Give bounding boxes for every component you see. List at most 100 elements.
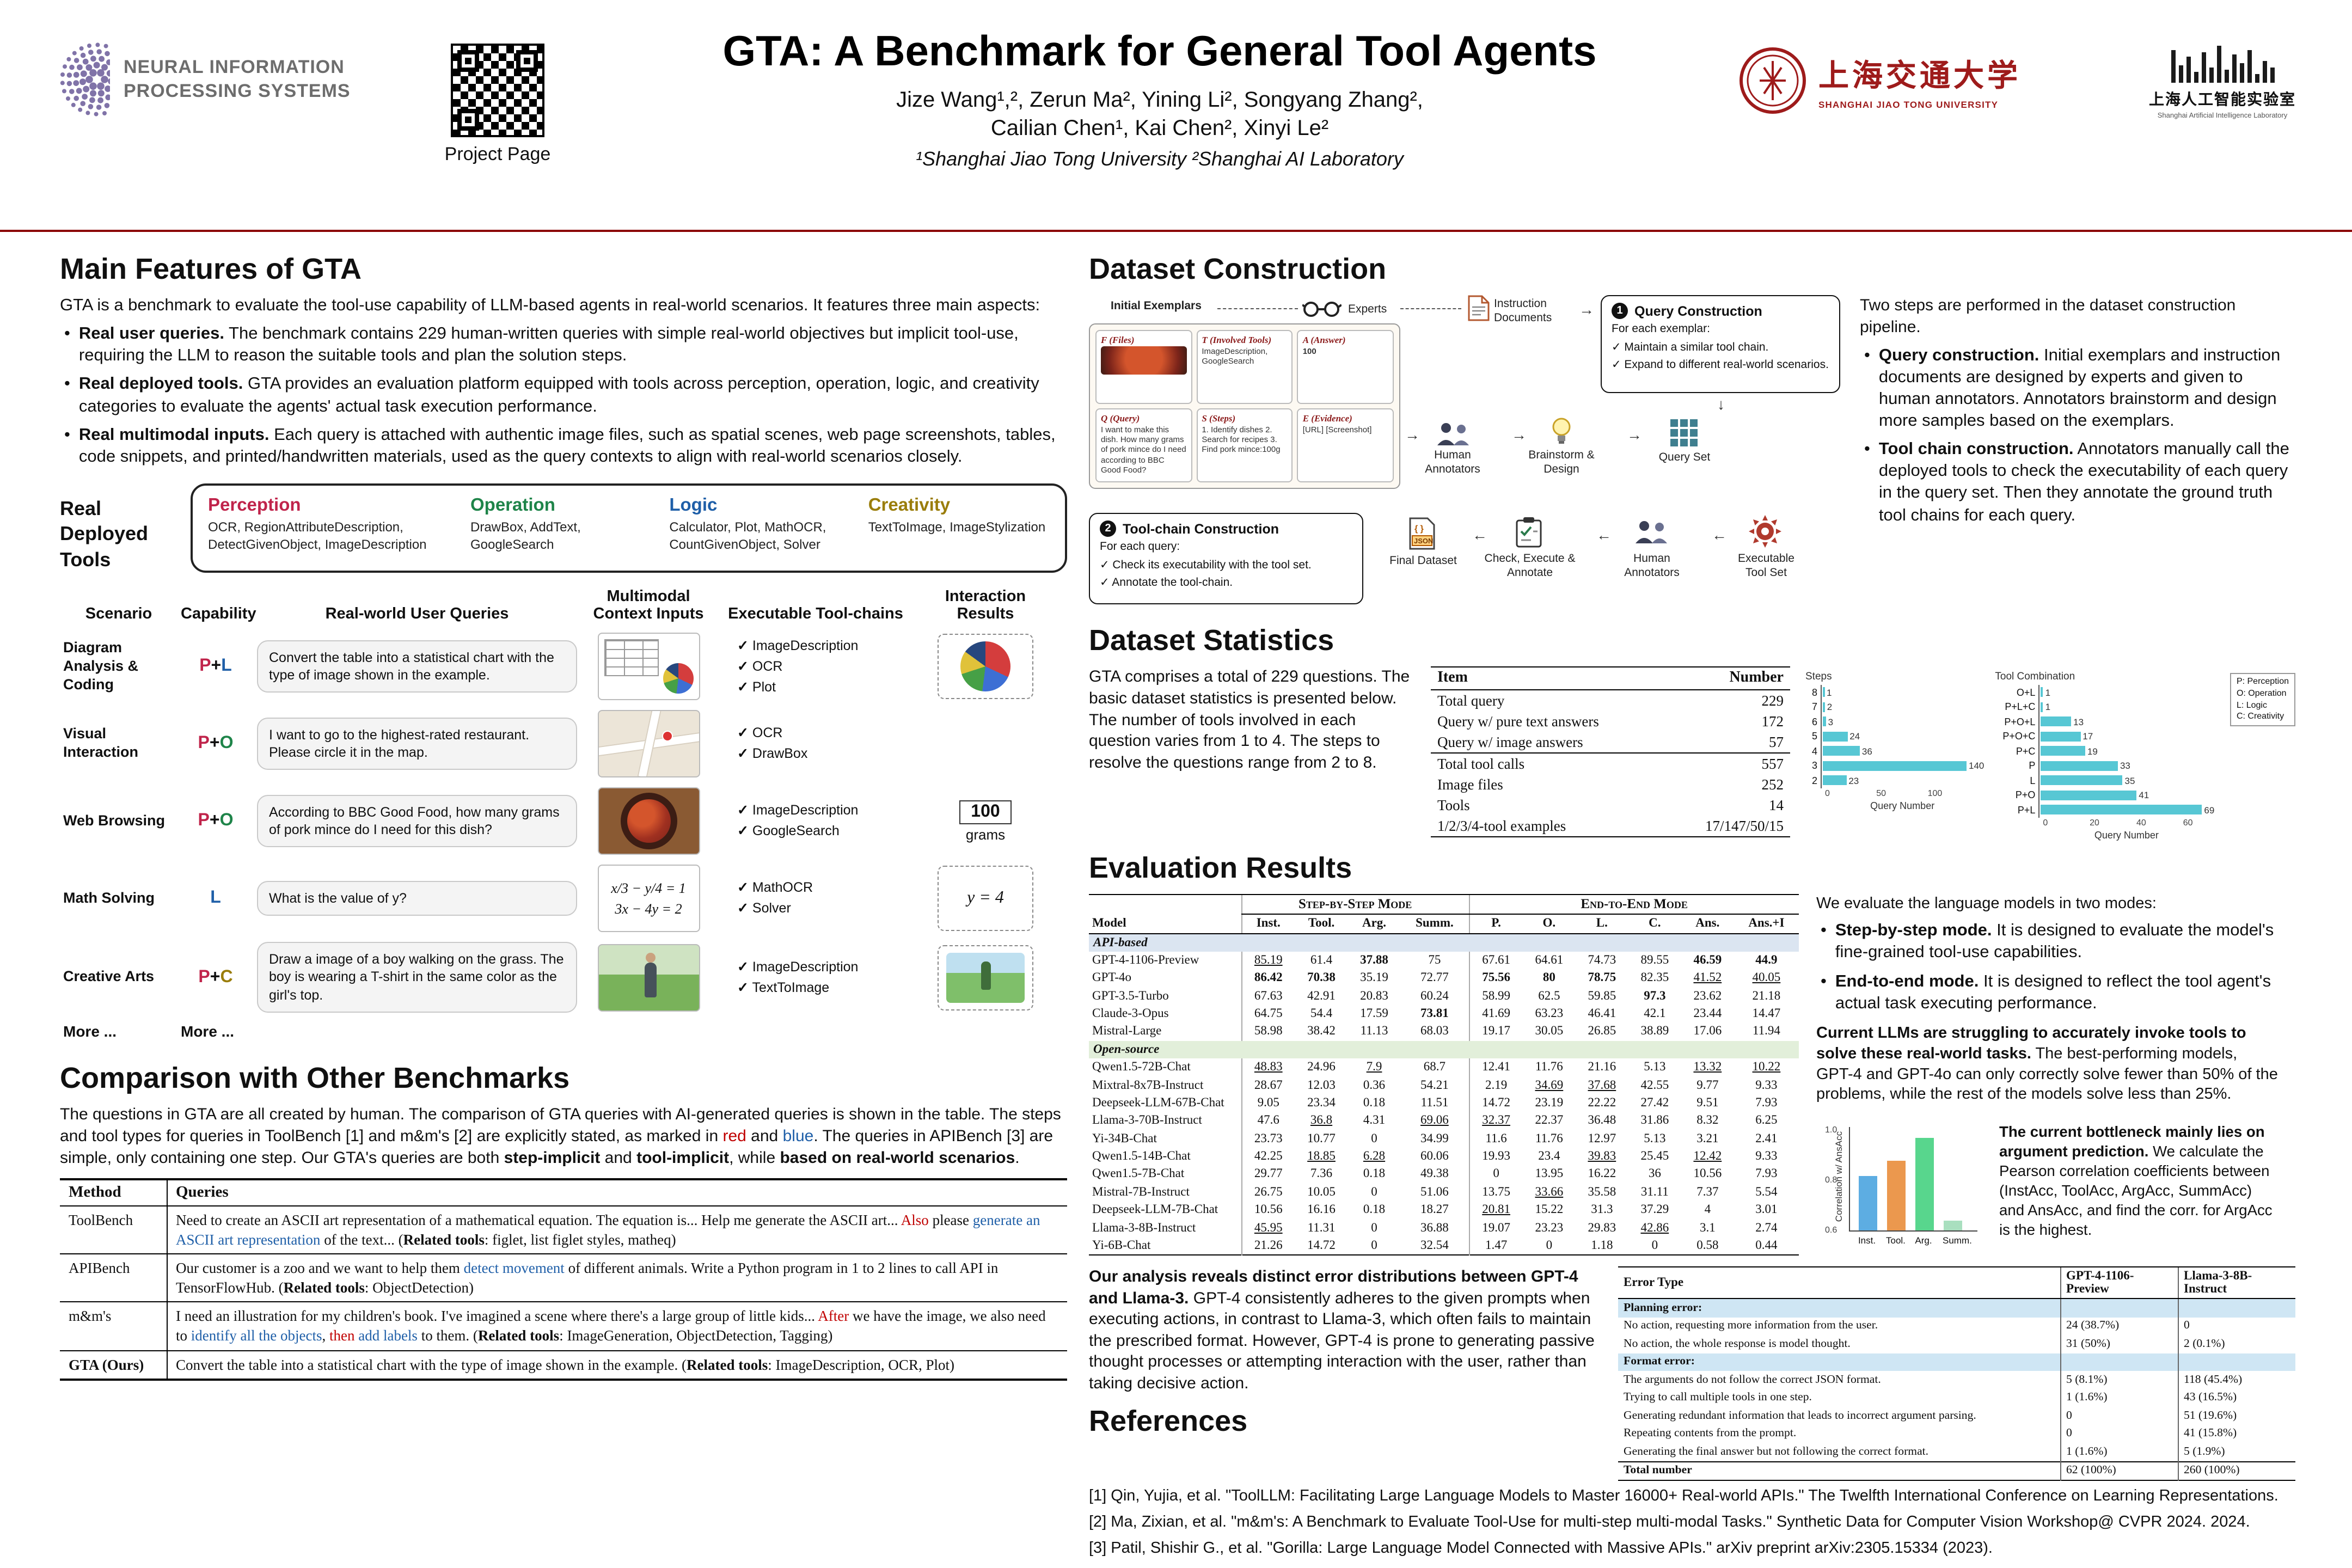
metric-value: 21.16 bbox=[1588, 1061, 1616, 1074]
comparison-row: APIBench Our customer is a zoo and we wan… bbox=[60, 1254, 1067, 1303]
experts-label: Experts bbox=[1348, 303, 1387, 316]
query-construction-line: For each exemplar: bbox=[1612, 322, 1710, 335]
model-name: Claude-3-Opus bbox=[1092, 1007, 1169, 1020]
error-description: Generating the final answer but not foll… bbox=[1624, 1444, 1929, 1458]
initial-exemplars-label: Initial Exemplars bbox=[1111, 299, 1202, 313]
finding-2-bold: The current bottleneck mainly lies on ar… bbox=[1999, 1124, 2265, 1160]
flow-arrow: ← bbox=[1712, 526, 1727, 543]
dataset-statistics-row: GTA comprises a total of 229 questions. … bbox=[1089, 666, 2295, 840]
gpt4-header: GPT-4-1106-Preview bbox=[2060, 1266, 2178, 1300]
error-group-label: Planning error: bbox=[1618, 1298, 2060, 1318]
bar-row: P+O+L 13 bbox=[1995, 714, 2214, 729]
bar-value-label: 1 bbox=[2045, 687, 2051, 698]
scenario-row: Creative Arts P+C Draw a image of a boy wa… bbox=[60, 942, 1067, 1013]
metric-value: 6.28 bbox=[1363, 1150, 1386, 1163]
evaluation-row: Mistral-Large 58.98 38.42 11.13 68.03 19.17 30… bbox=[1089, 1022, 1799, 1041]
query-text-cell: I need an illustration for my children's… bbox=[167, 1302, 1067, 1351]
metric-value: 74.73 bbox=[1588, 953, 1616, 967]
metric-value: 0.44 bbox=[1755, 1239, 1778, 1252]
metric-value: 7.9 bbox=[1366, 1061, 1382, 1074]
bar-value-label: 13 bbox=[2073, 716, 2084, 727]
bullet-item: • Tool chain construction. Annotators man… bbox=[1864, 439, 2295, 526]
capability-letter: P bbox=[199, 657, 211, 676]
chart-legend: P: Perception O: Operation L: Logic C: Crea… bbox=[2230, 673, 2295, 727]
text-segment: red bbox=[722, 1126, 746, 1146]
check-icon: ✓ bbox=[737, 823, 749, 839]
metric-value: 13.32 bbox=[1693, 1061, 1722, 1074]
text-segment: blue bbox=[782, 1126, 814, 1146]
model-name: Llama-3-70B-Instruct bbox=[1092, 1114, 1202, 1128]
metric-value: 17.59 bbox=[1360, 1007, 1388, 1020]
logo-bar bbox=[2239, 63, 2244, 83]
qr-corner bbox=[457, 50, 479, 72]
reference-item: [1] Qin, Yujia, et al. "ToolLLM: Facilit… bbox=[1089, 1487, 2278, 1505]
bar bbox=[1823, 746, 1860, 756]
answer-label: A (Answer) bbox=[1302, 334, 1346, 345]
llama-total: 260 (100%) bbox=[2177, 1461, 2295, 1481]
evidence-text: [URL] [Screenshot] bbox=[1302, 424, 1372, 434]
scenario-row: Math Solving L What is the value of y? x/3 … bbox=[60, 865, 1067, 933]
x-tick: 0 bbox=[1825, 788, 1830, 798]
metric-value: 86.42 bbox=[1240, 969, 1295, 988]
metric-value: 67.61 bbox=[1468, 951, 1523, 970]
result-cell bbox=[915, 945, 1056, 1010]
toolchain-item: ✓ ImageDescription bbox=[737, 803, 859, 818]
bar-value-label: 140 bbox=[1969, 760, 1984, 771]
model-name: Qwen1.5-14B-Chat bbox=[1092, 1150, 1191, 1163]
scenario-name: Math Solving bbox=[63, 889, 155, 906]
text-segment: : ImageGeneration, ObjectDetection, Tagg… bbox=[559, 1327, 833, 1344]
context-input-cell bbox=[580, 633, 716, 701]
text-segment: and bbox=[746, 1126, 783, 1146]
metric-value: 20.83 bbox=[1360, 989, 1388, 1003]
empty-cell bbox=[2060, 1298, 2178, 1318]
metric-value: 4.31 bbox=[1363, 1114, 1386, 1128]
bar bbox=[1823, 716, 1826, 727]
metric-value: 23.23 bbox=[1535, 1221, 1564, 1234]
food-thumbnail-image bbox=[1101, 346, 1187, 375]
metric-value: 32.54 bbox=[1420, 1239, 1449, 1252]
bar-row: L 35 bbox=[1995, 773, 2214, 788]
metric-value: 33.66 bbox=[1535, 1185, 1564, 1199]
text-segment: Our customer is a zoo and we want to hel… bbox=[176, 1260, 464, 1277]
logo-bar bbox=[2171, 50, 2175, 83]
metric-value: 35.58 bbox=[1588, 1185, 1616, 1199]
bullet-dot: • bbox=[64, 324, 70, 344]
flow-arrow: → bbox=[1579, 301, 1594, 318]
text-segment: Related tools bbox=[477, 1327, 560, 1344]
x-tick: 50 bbox=[1876, 788, 1886, 798]
shanghai-ai-lab-logo: 上海人工智能实验室 Shanghai Artificial Intelligen… bbox=[2141, 44, 2304, 120]
bar-track: 140 bbox=[1821, 758, 1984, 773]
tool-chain-line: ✓ Check its executability with the tool … bbox=[1100, 558, 1312, 572]
bar-value-label: 24 bbox=[1849, 731, 1860, 742]
tool-category-tools: TextToImage, ImageStylization bbox=[868, 519, 1046, 535]
error-row: Trying to call multiple tools in one ste… bbox=[1618, 1389, 2295, 1407]
model-section-label: Open-source bbox=[1093, 1043, 1160, 1056]
qr-corner bbox=[457, 109, 479, 131]
evaluation-row: Yi-6B-Chat 21.26 14.72 0 32.54 1.47 0 1.18 0 0.58… bbox=[1089, 1236, 1799, 1255]
metric-value: 0 bbox=[1371, 1221, 1377, 1234]
stats-item: Query w/ image answers bbox=[1437, 733, 1583, 750]
references-list: [1] Qin, Yujia, et al. "ToolLLM: Facilit… bbox=[1089, 1486, 2295, 1559]
tool-category-name: Perception bbox=[208, 495, 301, 515]
real-deployed-tools-label: Real Deployed Tools bbox=[60, 483, 182, 573]
girl-photo-image bbox=[597, 944, 700, 1012]
bar-track: 69 bbox=[2038, 803, 2214, 817]
metric-value: 60.06 bbox=[1420, 1150, 1449, 1163]
result-unit: grams bbox=[965, 826, 1006, 843]
bar bbox=[2041, 761, 2118, 771]
bar bbox=[1823, 761, 1967, 771]
evaluation-table: Model Step-by-Step Mode End-to-End Mode Ins… bbox=[1089, 893, 1799, 1256]
legend-item: C: Creativity bbox=[2236, 711, 2284, 721]
sjtu-logo: 上海交通大学 SHANGHAI JIAO TONG UNIVERSITY bbox=[1738, 46, 2021, 115]
query-construction-line: ✓ Expand to different real-world scenari… bbox=[1612, 358, 1829, 372]
bar bbox=[2041, 775, 2123, 786]
bar bbox=[2041, 805, 2202, 815]
sjtu-emblem-icon bbox=[1739, 47, 1806, 114]
metric-value: 10.22 bbox=[1752, 1061, 1781, 1074]
metric-value: 38.89 bbox=[1640, 1025, 1669, 1038]
capability-letter: L bbox=[210, 889, 221, 908]
flow-arrow: ↓ bbox=[1717, 395, 1725, 413]
llama-count: 118 (45.4%) bbox=[2177, 1371, 2295, 1389]
error-row: Repeating contents from the prompt. 0 41 (… bbox=[1618, 1425, 2295, 1443]
